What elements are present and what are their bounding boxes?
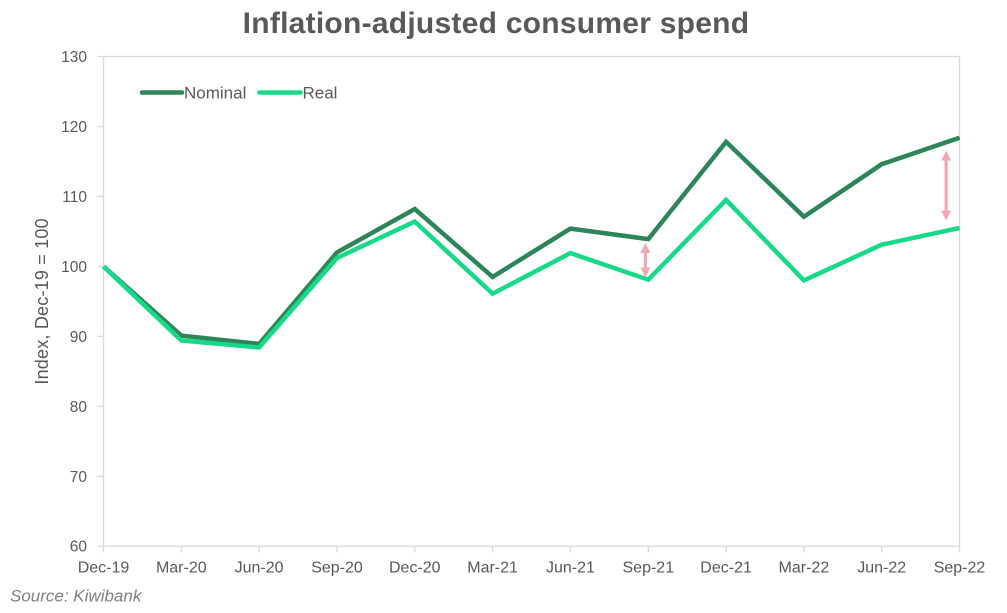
svg-text:60: 60 <box>70 539 88 556</box>
svg-text:90: 90 <box>70 329 88 346</box>
svg-text:Source: Kiwibank: Source: Kiwibank <box>10 587 143 606</box>
svg-text:Mar-22: Mar-22 <box>779 560 830 577</box>
svg-text:Mar-21: Mar-21 <box>467 560 518 577</box>
svg-text:80: 80 <box>70 399 88 416</box>
svg-text:Dec-19: Dec-19 <box>78 560 130 577</box>
svg-text:Jun-21: Jun-21 <box>546 560 595 577</box>
svg-text:Sep-20: Sep-20 <box>311 560 363 577</box>
svg-text:Sep-22: Sep-22 <box>934 560 986 577</box>
svg-text:Dec-20: Dec-20 <box>389 560 441 577</box>
svg-text:Jun-22: Jun-22 <box>857 560 906 577</box>
svg-text:100: 100 <box>61 259 87 276</box>
svg-text:110: 110 <box>62 189 87 206</box>
svg-text:Sep-21: Sep-21 <box>623 560 675 577</box>
svg-text:Real: Real <box>303 84 338 103</box>
svg-text:Nominal: Nominal <box>184 84 246 103</box>
svg-text:Dec-21: Dec-21 <box>700 560 752 577</box>
svg-text:130: 130 <box>61 49 87 66</box>
svg-text:Index, Dec-19 = 100: Index, Dec-19 = 100 <box>32 218 52 384</box>
svg-text:Inflation-adjusted consumer sp: Inflation-adjusted consumer spend <box>243 7 750 40</box>
svg-text:Jun-20: Jun-20 <box>235 560 284 577</box>
svg-text:70: 70 <box>70 469 88 486</box>
svg-text:Mar-20: Mar-20 <box>156 560 207 577</box>
svg-text:120: 120 <box>61 119 87 136</box>
